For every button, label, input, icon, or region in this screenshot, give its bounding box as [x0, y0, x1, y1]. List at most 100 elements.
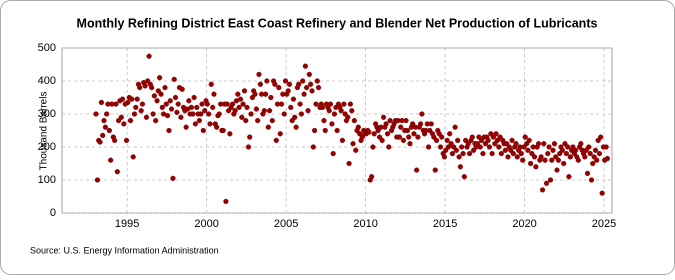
data-point: [149, 84, 155, 91]
data-point: [220, 127, 226, 134]
data-point: [146, 53, 152, 59]
data-point: [345, 114, 351, 120]
data-point: [355, 124, 361, 130]
data-point: [314, 78, 320, 84]
data-point: [407, 141, 413, 147]
data-point: [404, 127, 411, 134]
data-point: [449, 151, 456, 157]
data-point: [293, 124, 299, 130]
x-tick-label: 2005: [274, 218, 298, 230]
x-tick-label: 1995: [115, 218, 139, 230]
data-point: [300, 78, 306, 84]
data-point: [167, 98, 173, 104]
data-point: [202, 108, 208, 114]
data-point: [114, 169, 120, 175]
data-point: [200, 127, 206, 134]
data-point: [432, 167, 438, 173]
data-point: [596, 151, 603, 157]
data-point: [133, 104, 139, 111]
data-point: [315, 84, 322, 91]
data-point: [191, 94, 197, 101]
data-point: [253, 106, 260, 112]
data-point: [255, 117, 261, 124]
y-tick-label: 400: [38, 75, 56, 87]
data-point: [113, 101, 119, 107]
data-point: [572, 147, 579, 153]
data-point: [257, 81, 263, 87]
data-point: [130, 154, 136, 160]
data-point: [469, 134, 475, 140]
data-point: [290, 96, 297, 102]
data-point: [302, 63, 308, 69]
data-point: [586, 144, 592, 150]
data-point: [550, 147, 556, 153]
data-point: [198, 111, 204, 117]
data-point: [94, 177, 101, 183]
data-point: [329, 121, 335, 127]
data-point: [272, 81, 278, 87]
data-point: [384, 131, 391, 137]
data-point: [277, 131, 283, 137]
data-point: [327, 101, 334, 107]
data-point: [370, 144, 376, 150]
source-note: Source: U.S. Energy Information Administ…: [30, 245, 219, 255]
y-axis-label: Thousand Barrels: [39, 92, 50, 171]
data-point: [415, 134, 421, 140]
data-point: [563, 151, 569, 157]
data-point: [582, 154, 588, 160]
data-point: [330, 151, 336, 157]
data-point: [452, 124, 458, 130]
data-point: [502, 147, 508, 153]
data-point: [240, 101, 246, 107]
data-point: [210, 104, 216, 111]
data-point: [543, 180, 550, 186]
data-point: [489, 151, 495, 157]
data-point: [179, 86, 185, 92]
data-point: [305, 108, 311, 114]
data-point: [192, 121, 198, 127]
data-point: [477, 144, 483, 150]
data-point: [288, 104, 294, 111]
data-point: [380, 114, 387, 120]
data-point: [566, 174, 572, 180]
data-point: [439, 134, 445, 140]
data-point: [175, 101, 181, 107]
data-point: [453, 147, 459, 153]
y-tick-label: 200: [38, 141, 56, 153]
data-point: [98, 99, 105, 106]
data-point: [341, 101, 347, 107]
data-point: [134, 96, 140, 102]
data-point: [297, 101, 303, 107]
data-point: [313, 101, 319, 107]
data-point: [282, 78, 289, 84]
y-tick-label: 500: [38, 42, 56, 54]
data-point: [311, 127, 318, 134]
data-point: [227, 131, 233, 137]
data-point: [163, 101, 169, 107]
data-point: [346, 160, 352, 167]
data-point: [119, 96, 126, 102]
data-point: [171, 76, 177, 82]
data-point: [398, 124, 404, 130]
data-point: [301, 91, 307, 97]
data-point: [235, 91, 241, 97]
data-point: [106, 127, 112, 134]
data-point: [598, 134, 604, 140]
y-tick-label: 100: [38, 174, 56, 186]
data-point: [349, 108, 355, 114]
data-point: [102, 124, 108, 130]
data-point: [273, 137, 279, 144]
data-point: [204, 101, 210, 107]
data-point: [269, 117, 275, 124]
data-point: [461, 174, 467, 180]
data-point: [101, 117, 107, 124]
data-point: [594, 157, 600, 163]
data-point: [138, 108, 144, 114]
data-point: [93, 111, 99, 117]
data-point: [334, 127, 340, 134]
chart-title: Monthly Refining District East Coast Ref…: [77, 16, 598, 30]
data-point: [309, 88, 315, 94]
data-point: [588, 177, 595, 183]
data-point: [265, 124, 271, 130]
data-point: [371, 131, 377, 137]
